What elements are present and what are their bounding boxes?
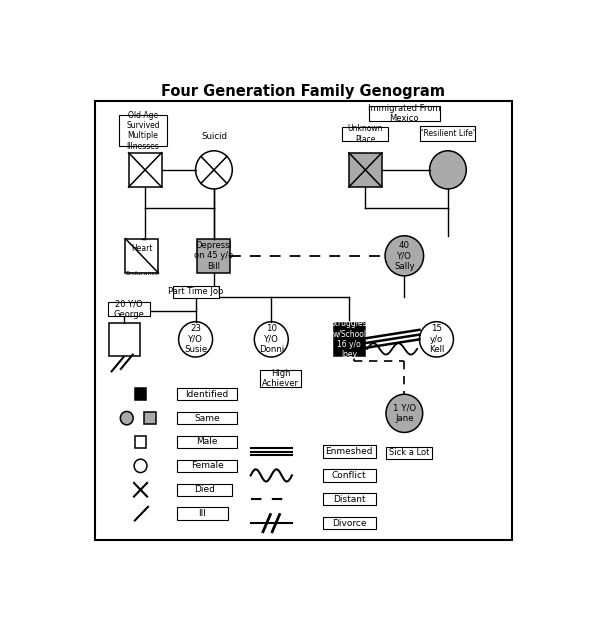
- Bar: [177, 484, 232, 496]
- Bar: [177, 436, 237, 448]
- Bar: [386, 447, 432, 459]
- Text: Endurance: Endurance: [125, 271, 159, 276]
- Text: 40
Y/O
Sally: 40 Y/O Sally: [394, 241, 414, 271]
- Bar: [173, 286, 218, 298]
- Text: Divorce: Divorce: [332, 519, 366, 528]
- Bar: [126, 239, 159, 273]
- Bar: [342, 127, 388, 141]
- Circle shape: [120, 412, 133, 425]
- Bar: [323, 469, 376, 482]
- Bar: [177, 412, 237, 424]
- Circle shape: [385, 236, 424, 276]
- Circle shape: [420, 322, 453, 357]
- Text: Conflict: Conflict: [332, 471, 366, 480]
- Text: Struggles
w/School
16 y/o
Joey: Struggles w/School 16 y/o Joey: [331, 319, 368, 360]
- Bar: [134, 388, 146, 401]
- Text: 23
Y/O
Susie: 23 Y/O Susie: [184, 324, 207, 354]
- Bar: [134, 436, 146, 448]
- Bar: [177, 388, 237, 401]
- Text: High
Achiever: High Achiever: [262, 369, 299, 388]
- Text: Ill: Ill: [198, 509, 207, 518]
- Circle shape: [255, 322, 288, 357]
- Text: 20 Y/O
George: 20 Y/O George: [114, 299, 144, 319]
- Text: "Resilient Life": "Resilient Life": [420, 129, 476, 138]
- Text: Sick a Lot: Sick a Lot: [389, 448, 429, 458]
- Bar: [109, 323, 140, 356]
- Bar: [334, 323, 365, 356]
- Text: Old Age
Survived
Multiple
Illnesses: Old Age Survived Multiple Illnesses: [126, 110, 160, 151]
- Text: 15
y/o
Kell: 15 y/o Kell: [429, 324, 444, 354]
- Circle shape: [134, 459, 147, 472]
- Text: Heart: Heart: [131, 244, 153, 253]
- Bar: [323, 517, 376, 529]
- Text: 1 Y/O
Jane: 1 Y/O Jane: [392, 404, 416, 423]
- Text: Unknown
Place: Unknown Place: [348, 125, 383, 144]
- Bar: [177, 459, 237, 472]
- Bar: [420, 126, 475, 141]
- Circle shape: [386, 394, 423, 433]
- Bar: [108, 302, 150, 316]
- Text: Female: Female: [191, 461, 223, 471]
- Bar: [128, 153, 162, 187]
- Text: Part Time Job: Part Time Job: [168, 287, 223, 296]
- Bar: [197, 239, 230, 273]
- Text: Male: Male: [197, 438, 218, 446]
- Text: 10
Y/O
Donni: 10 Y/O Donni: [259, 324, 284, 354]
- Text: Four Generation Family Genogram: Four Generation Family Genogram: [162, 84, 445, 99]
- Text: Depressi
on 45 y/o
Bill: Depressi on 45 y/o Bill: [194, 241, 234, 271]
- Text: Immigrated From
Mexico: Immigrated From Mexico: [368, 104, 440, 123]
- Bar: [119, 115, 167, 146]
- Bar: [260, 370, 301, 387]
- Bar: [323, 493, 376, 505]
- Bar: [177, 507, 228, 520]
- Text: Enmeshed: Enmeshed: [326, 447, 373, 456]
- Bar: [349, 153, 382, 187]
- Text: Identified: Identified: [185, 390, 229, 399]
- Bar: [369, 105, 440, 122]
- Text: Distant: Distant: [333, 495, 366, 504]
- Text: Suicid: Suicid: [201, 132, 227, 141]
- Circle shape: [195, 151, 232, 189]
- Circle shape: [430, 151, 466, 189]
- Text: Died: Died: [194, 485, 215, 494]
- Bar: [144, 412, 156, 424]
- Bar: [323, 445, 376, 458]
- Circle shape: [179, 322, 213, 357]
- Text: Same: Same: [194, 414, 220, 423]
